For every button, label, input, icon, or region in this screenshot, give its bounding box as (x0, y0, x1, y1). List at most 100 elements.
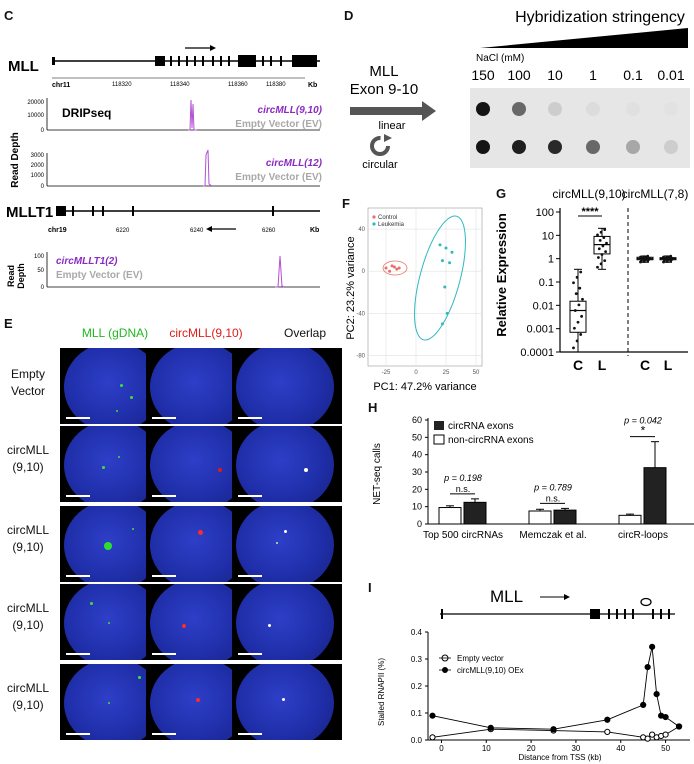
nucleus (150, 426, 248, 502)
box-point (596, 233, 599, 237)
i-ytick: 0.1 (411, 709, 423, 718)
pca-point (444, 246, 448, 250)
kb-label: Kb (308, 82, 317, 89)
box-point (603, 259, 607, 263)
box-point (575, 339, 579, 343)
track3-series1: circMLLT1(2) (56, 256, 118, 267)
pca-point (388, 269, 392, 273)
i-series-point (429, 712, 436, 719)
box-point (578, 286, 582, 290)
i-xtick: 50 (661, 744, 670, 753)
box-point (574, 292, 578, 296)
panel-label-c: C (4, 8, 14, 23)
blot-dot-circular (476, 140, 490, 154)
construct-label-2: Exon 9-10 (350, 81, 418, 98)
nucleus (236, 664, 334, 740)
blot-dot-circular (626, 140, 640, 154)
panel-i-linechart: MLL Stalled RNAPII (%) 0.4 0.3 0.2 0.1 0.0 0… (377, 587, 690, 762)
nacl-concentration: 10 (547, 67, 563, 83)
box-point (600, 253, 604, 256)
box-point (597, 247, 601, 251)
h-bar (618, 514, 642, 525)
nucleus (150, 506, 248, 582)
box-point (596, 265, 599, 269)
row-label-text: circMLL (6, 601, 49, 615)
micrograph-tile (146, 506, 256, 582)
i-gene-arrow (540, 594, 570, 600)
panel-label-e: E (4, 316, 13, 331)
legend-control-marker (372, 215, 376, 219)
g-ytick: 100 (536, 207, 554, 219)
nucleus (64, 584, 162, 660)
row-label-text: Vector (10, 384, 46, 398)
row-label-5: circMLL (9,10) (0, 680, 56, 714)
blot-dot-circular (548, 140, 562, 154)
col-header-circmll: circMLL(9,10) (169, 326, 243, 340)
group2-label: circMLL(7,8) (622, 187, 689, 201)
pca-point (390, 264, 394, 268)
h-ytick: 60 (412, 415, 422, 425)
box-point (671, 256, 674, 260)
col-header-overlap: Overlap (283, 326, 327, 340)
blot-dot-circular (586, 140, 600, 154)
blot-dot-linear (586, 102, 600, 116)
blot-dot-linear (548, 102, 562, 116)
scale-bar (66, 733, 90, 735)
h-bar (643, 467, 667, 525)
nacl-concentration: 100 (507, 67, 531, 83)
scale-bar (152, 417, 176, 419)
i-series-point (675, 723, 683, 730)
i-circrna-marker (640, 597, 652, 607)
blot-dot-circular (512, 140, 526, 154)
i-ytick: 0.4 (411, 628, 423, 637)
box-point (665, 255, 669, 259)
fish-signal-dot (284, 530, 287, 533)
nucleus (150, 348, 248, 424)
fish-signal-dot (138, 676, 141, 679)
scale-bar (66, 575, 90, 577)
row-label-text: (9,10) (12, 540, 44, 554)
circular-label: circular (362, 159, 398, 171)
nacl-concentration: 0.1 (623, 67, 643, 83)
coord-tick: 6240 (190, 228, 204, 234)
pca-xtick: 25 (443, 370, 450, 376)
panel-label-d: D (344, 8, 354, 23)
micrograph-tile (232, 506, 342, 582)
nucleus (236, 506, 334, 582)
scale-bar (152, 575, 176, 577)
dripseq-label: DRIPseq (62, 106, 111, 120)
box-point (573, 326, 576, 330)
track2-ytick: 3000 (31, 153, 45, 159)
fish-signal-dot (118, 456, 120, 458)
g-ytick: 0.0001 (520, 347, 554, 359)
nucleus (236, 426, 334, 502)
pca-point (392, 265, 396, 269)
pca-point (438, 243, 442, 247)
panel-d-dotblot: Hybridization stringency MLL Exon 9-10 l… (350, 9, 690, 171)
track1-series1: circMLL(9,10) (258, 105, 323, 116)
pca-point (450, 250, 454, 254)
nucleus (236, 584, 334, 660)
track1-ytick: 0 (41, 128, 45, 134)
fish-signal-dot (116, 410, 118, 412)
fish-signal-dot (276, 542, 278, 544)
g-ytick: 0.001 (526, 324, 554, 336)
pca-point (397, 266, 401, 270)
track2-series2: Empty Vector (EV) (235, 172, 322, 183)
track1-peak (188, 99, 197, 131)
i-xlabel: Distance from TSS (kb) (519, 753, 602, 762)
i-exons (441, 609, 670, 619)
mllt1-exons (56, 206, 274, 216)
box-point (605, 241, 608, 245)
g-ytick: 0.1 (539, 277, 554, 289)
gene-mll-label: MLL (8, 58, 39, 75)
h-xtick: Memczak et al. (519, 530, 586, 540)
g-xtick: L (664, 357, 673, 373)
fish-signal-dot (102, 466, 105, 469)
box-point (662, 255, 665, 259)
row-label-text: (9,10) (12, 460, 44, 474)
micrograph-tile (232, 348, 342, 424)
control-ellipse (382, 260, 408, 276)
box-point (572, 281, 575, 285)
track3-series2: Empty Vector (EV) (56, 270, 143, 281)
